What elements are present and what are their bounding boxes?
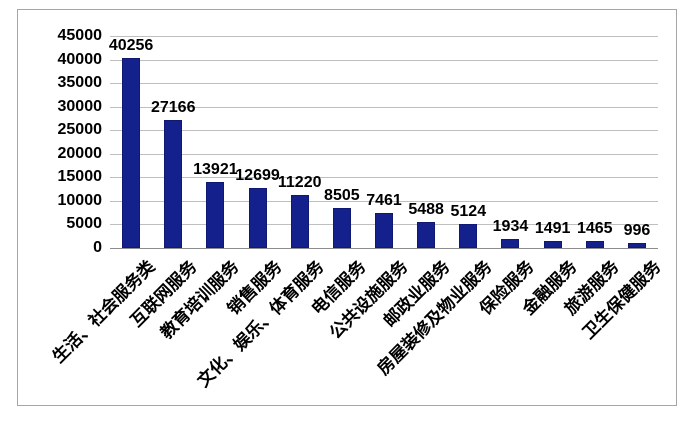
y-tick-label: 0	[93, 239, 102, 256]
bar	[375, 213, 393, 248]
gridline	[110, 200, 658, 202]
bar	[543, 241, 562, 248]
y-tick-label: 15000	[57, 168, 103, 186]
y-tick-label: 20000	[57, 144, 103, 162]
bar-value-label: 27166	[150, 99, 196, 116]
gridline	[110, 177, 658, 179]
bar-value-label: 1491	[534, 220, 571, 237]
y-tick-label: 45000	[57, 27, 103, 44]
bar-value-label: 13921	[193, 161, 238, 178]
y-tick-label: 5000	[66, 215, 102, 233]
bar-value-label: 1465	[576, 220, 613, 237]
bar-value-label: 11220	[277, 174, 322, 191]
gridline	[110, 83, 658, 85]
bar-value-label: 8505	[324, 187, 360, 204]
gridline	[110, 59, 658, 61]
bar-value-label: 12699	[235, 167, 280, 184]
gridline	[110, 36, 658, 37]
bar-value-label: 1934	[492, 218, 529, 235]
bar	[627, 243, 646, 248]
bar	[417, 222, 436, 248]
y-tick-label: 10000	[57, 191, 103, 209]
y-tick-label: 35000	[57, 74, 103, 92]
gridline	[110, 130, 658, 132]
bar	[122, 58, 141, 248]
bar	[332, 208, 351, 248]
bar	[248, 188, 267, 248]
bar-value-label: 996	[623, 222, 651, 239]
bar	[501, 239, 520, 248]
y-tick-label: 40000	[57, 50, 103, 68]
bar	[164, 120, 183, 248]
bar-value-label: 5124	[450, 203, 487, 220]
gridline	[110, 106, 658, 108]
bar-value-label: 5488	[408, 201, 444, 218]
bar	[206, 182, 225, 248]
bar-value-label: 40256	[108, 37, 154, 54]
bar	[585, 241, 604, 248]
bar	[459, 224, 478, 248]
y-tick-label: 30000	[57, 97, 103, 115]
gridline	[110, 153, 658, 155]
bar	[290, 195, 309, 248]
bar-value-label: 7461	[366, 192, 402, 209]
x-axis-line	[110, 248, 658, 249]
y-tick-label: 25000	[57, 121, 103, 139]
